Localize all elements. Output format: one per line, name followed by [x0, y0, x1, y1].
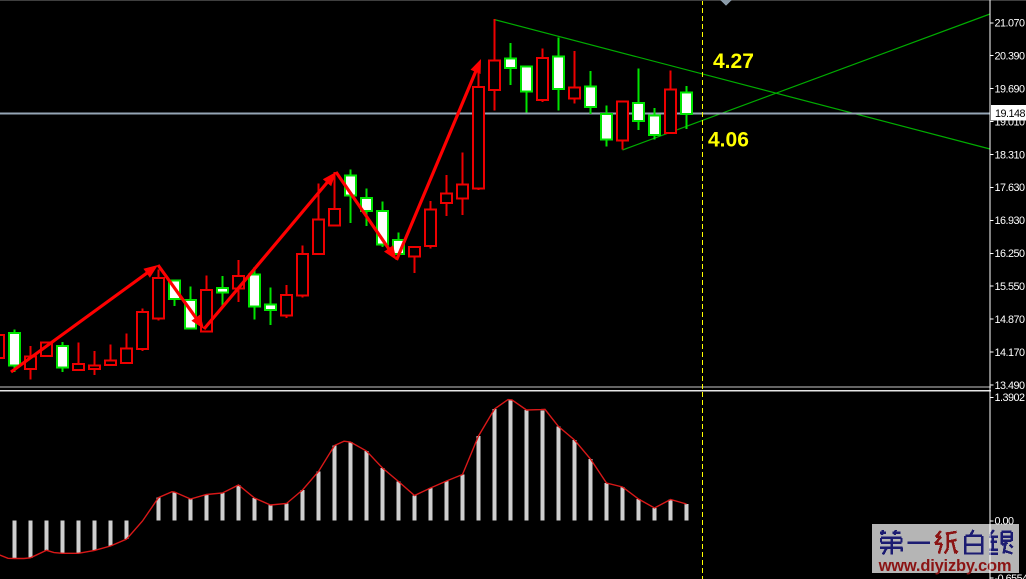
svg-text:21.070: 21.070	[995, 18, 1026, 30]
svg-text:0.00: 0.00	[995, 516, 1015, 528]
svg-text:16.930: 16.930	[995, 215, 1026, 227]
svg-text:19.010: 19.010	[995, 116, 1026, 128]
svg-text:15.550: 15.550	[995, 281, 1026, 293]
svg-text:14.170: 14.170	[995, 347, 1026, 359]
svg-text:-0.6554: -0.6554	[995, 573, 1026, 579]
svg-text:4.27: 4.27	[713, 50, 754, 73]
svg-text:www.diyizby.com: www.diyizby.com	[878, 557, 1012, 575]
svg-text:13.490: 13.490	[995, 380, 1026, 392]
svg-text:1.3902: 1.3902	[995, 392, 1026, 404]
svg-text:18.310: 18.310	[995, 149, 1026, 161]
svg-text:4.06: 4.06	[708, 129, 749, 152]
svg-text:17.630: 17.630	[995, 182, 1026, 194]
svg-text:16.250: 16.250	[995, 248, 1026, 260]
svg-text:19.148: 19.148	[995, 108, 1026, 120]
svg-text:19.690: 19.690	[995, 84, 1026, 96]
svg-text:14.870: 14.870	[995, 314, 1026, 326]
svg-text:20.390: 20.390	[995, 51, 1026, 63]
